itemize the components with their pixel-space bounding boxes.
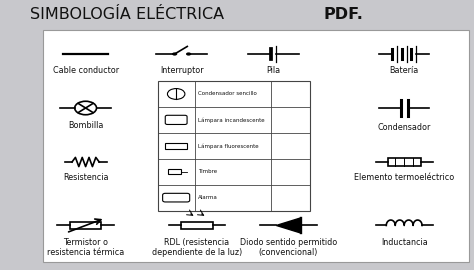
- Text: Timbre: Timbre: [198, 169, 218, 174]
- Text: Diodo sentido permitido
(convencional): Diodo sentido permitido (convencional): [240, 238, 337, 257]
- Bar: [388, 158, 420, 166]
- Text: Alarma: Alarma: [198, 195, 218, 200]
- Text: Batería: Batería: [390, 66, 419, 75]
- Text: Elemento termoeléctrico: Elemento termoeléctrico: [354, 173, 454, 182]
- Text: PDF.: PDF.: [323, 7, 363, 22]
- Text: Condensador: Condensador: [377, 123, 431, 132]
- Text: Inductancia: Inductancia: [381, 238, 428, 247]
- Bar: [165, 143, 187, 148]
- Text: Pila: Pila: [266, 66, 280, 75]
- FancyBboxPatch shape: [163, 193, 190, 202]
- FancyBboxPatch shape: [165, 115, 187, 124]
- Text: Resistencia: Resistencia: [63, 173, 109, 182]
- Bar: [168, 169, 181, 174]
- Bar: [70, 222, 101, 229]
- Circle shape: [186, 52, 191, 56]
- Text: RDL (resistencia
dependiente de la luz): RDL (resistencia dependiente de la luz): [152, 238, 242, 257]
- Circle shape: [172, 52, 177, 56]
- Text: Interruptor: Interruptor: [160, 66, 203, 75]
- Text: Condensador sencillo: Condensador sencillo: [198, 92, 257, 96]
- Text: Lámpara fluorescente: Lámpara fluorescente: [198, 143, 259, 148]
- Text: Bombilla: Bombilla: [68, 121, 103, 130]
- Text: SIMBOLOGÍA ELÉCTRICA: SIMBOLOGÍA ELÉCTRICA: [30, 7, 229, 22]
- Bar: [181, 222, 213, 229]
- Text: Cable conductor: Cable conductor: [53, 66, 118, 75]
- Polygon shape: [276, 218, 301, 233]
- Bar: [158, 81, 310, 211]
- Bar: [43, 30, 469, 262]
- Text: Termistor o
resistencia térmica: Termistor o resistencia térmica: [47, 238, 124, 257]
- Text: Lámpara incandescente: Lámpara incandescente: [198, 117, 265, 123]
